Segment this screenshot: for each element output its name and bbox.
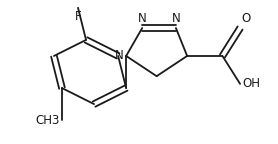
Text: F: F [75, 10, 81, 23]
Text: OH: OH [242, 77, 260, 90]
Text: O: O [242, 12, 251, 25]
Text: CH3: CH3 [35, 114, 59, 127]
Text: N: N [115, 49, 124, 62]
Text: N: N [138, 12, 147, 25]
Text: N: N [172, 12, 180, 25]
